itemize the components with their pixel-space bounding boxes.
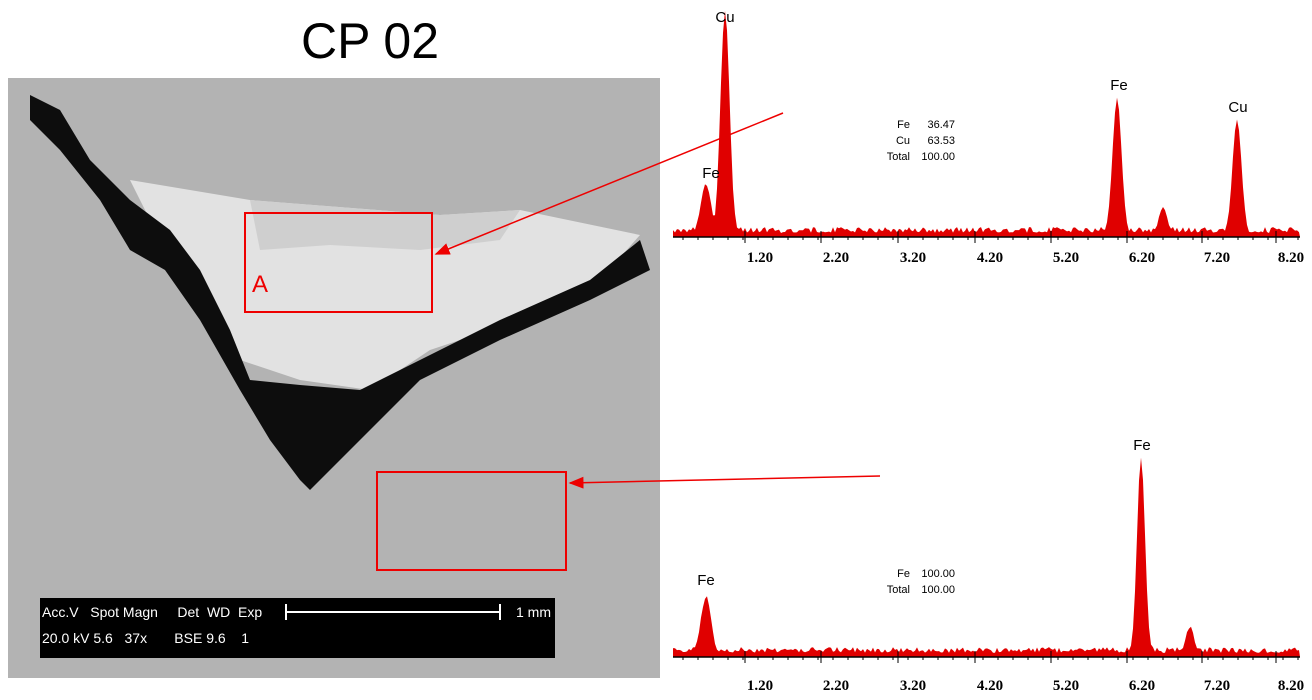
composition-element: Cu [896, 135, 910, 147]
x-tick-label: 7.20 [1204, 678, 1230, 694]
x-tick-label: 4.20 [977, 250, 1003, 266]
x-tick-label: 2.20 [823, 250, 849, 266]
composition-element: Total [887, 584, 910, 596]
x-tick-label: 3.20 [900, 678, 926, 694]
spectrum [673, 457, 1300, 657]
composition-value: 36.47 [927, 119, 955, 131]
region-box [244, 212, 433, 313]
x-tick-label: 1.20 [747, 678, 773, 694]
scale-label: 1 mm [516, 604, 551, 620]
x-tick-label: 7.20 [1204, 250, 1230, 266]
region-label: A [252, 271, 268, 298]
x-tick-label: 6.20 [1129, 678, 1155, 694]
info-header: Acc.V Spot Magn Det WD Exp [42, 604, 262, 620]
peak-label: Fe [1110, 77, 1128, 94]
composition-element: Fe [897, 119, 910, 131]
info-bar [40, 598, 555, 658]
x-tick-label: 3.20 [900, 250, 926, 266]
arrow [568, 475, 881, 489]
crack [30, 95, 650, 490]
spectrum [673, 10, 1300, 238]
x-tick-label: 4.20 [977, 678, 1003, 694]
composition-value: 100.00 [921, 568, 955, 580]
composition-value: 100.00 [921, 151, 955, 163]
slide-title: CP 02 [301, 13, 439, 69]
x-tick-label: 8.20 [1278, 678, 1304, 694]
peak-label: Fe [702, 165, 720, 182]
x-tick-label: 6.20 [1129, 250, 1155, 266]
peak-label: Cu [1228, 99, 1247, 116]
x-tick-label: 5.20 [1053, 678, 1079, 694]
composition-element: Fe [897, 568, 910, 580]
peak-label: Fe [697, 572, 715, 589]
sem-image: Acc.V Spot Magn Det WD Exp 20.0 kV 5.6 3… [8, 78, 660, 678]
x-tick-label: 2.20 [823, 678, 849, 694]
composition-value: 63.53 [927, 135, 955, 147]
peak-label: Cu [715, 9, 734, 26]
x-tick-label: 8.20 [1278, 250, 1304, 266]
peak-label: Fe [1133, 437, 1151, 454]
x-tick-label: 1.20 [747, 250, 773, 266]
info-values: 20.0 kV 5.6 37x BSE 9.6 1 [42, 630, 249, 646]
composition-value: 100.00 [921, 584, 955, 596]
region-box [376, 471, 567, 571]
composition-element: Total [887, 151, 910, 163]
x-tick-label: 5.20 [1053, 250, 1079, 266]
